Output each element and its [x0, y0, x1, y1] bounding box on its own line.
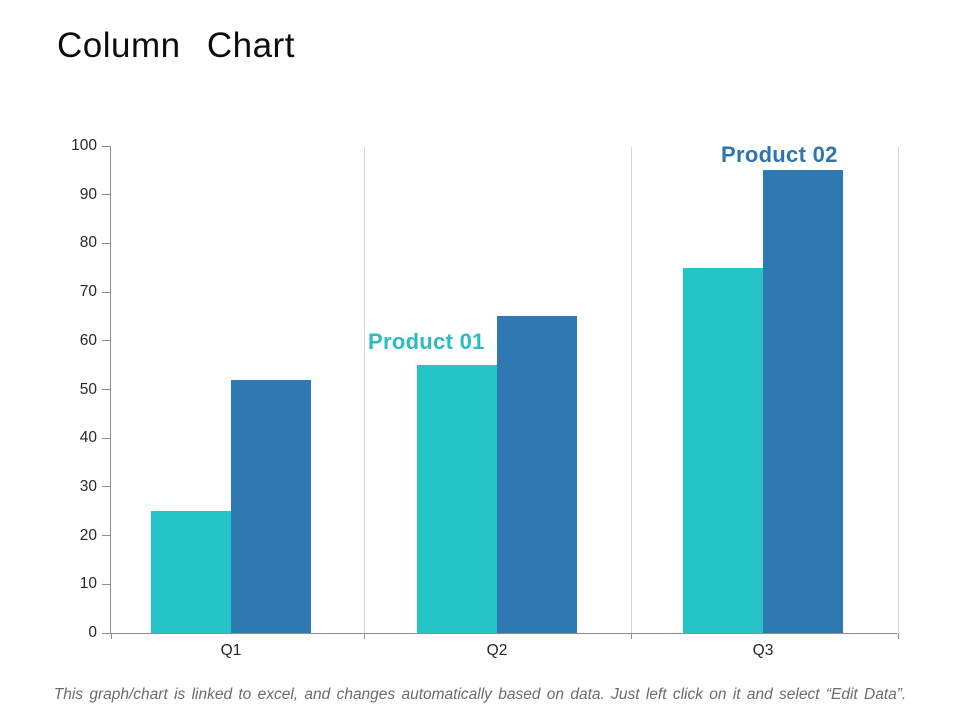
bar-product-01-q1 — [151, 511, 231, 633]
plot-area: 0 10 20 30 40 50 60 70 80 90 100 Q1 Q2 Q3 — [71, 137, 899, 659]
bar-product-02-q2 — [497, 316, 577, 633]
series-label-product-01: Product 01 — [368, 329, 485, 354]
caption: This graph/chart is linked to excel, and… — [53, 686, 907, 703]
y-axis-tick — [102, 535, 111, 537]
y-axis-tick-label: 50 — [79, 380, 97, 398]
x-axis-tick — [110, 633, 112, 639]
category-separator-line — [897, 147, 899, 634]
series-label-product-02: Product 02 — [721, 142, 838, 167]
bar-product-01-q2 — [417, 365, 497, 633]
page-title: Column Chart — [57, 26, 295, 65]
y-axis-tick-label: 90 — [79, 185, 97, 203]
x-axis-tick — [363, 633, 365, 639]
x-axis-category-label: Q3 — [752, 642, 774, 659]
x-axis-category-label: Q2 — [486, 642, 508, 659]
bar-product-01-q3 — [683, 267, 763, 633]
y-axis-tick-label: 60 — [79, 331, 97, 349]
chart-area[interactable]: 0 10 20 30 40 50 60 70 80 90 100 Q1 Q2 Q3 Product 01 … — [60, 115, 920, 680]
y-axis-tick — [102, 340, 111, 342]
y-axis-tick-label: 30 — [79, 477, 97, 495]
y-axis-tick-label: 40 — [79, 429, 97, 447]
y-axis-tick-label: 10 — [79, 575, 97, 593]
y-axis-tick — [102, 486, 111, 488]
y-axis-tick — [102, 437, 111, 439]
bar-product-02-q1 — [231, 379, 311, 633]
y-axis-tick — [102, 145, 111, 147]
y-axis-tick-label: 0 — [88, 624, 97, 641]
y-axis-tick-label: 20 — [79, 526, 97, 544]
y-axis-tick — [102, 242, 111, 244]
x-axis-tick — [897, 633, 899, 639]
category-separator-line — [363, 147, 365, 634]
x-axis-category-label: Q1 — [220, 642, 242, 659]
x-axis-tick — [630, 633, 632, 639]
y-axis-tick-label: 100 — [71, 137, 97, 154]
y-axis-tick — [102, 583, 111, 585]
y-axis-tick-label: 80 — [79, 234, 97, 252]
y-axis-tick — [102, 389, 111, 390]
bar-product-02-q3 — [763, 170, 843, 633]
y-axis-tick — [102, 194, 111, 196]
y-axis-tick-label: 70 — [79, 283, 97, 301]
y-axis-tick — [102, 632, 111, 634]
category-separator-line — [630, 147, 632, 634]
y-axis-tick — [102, 291, 111, 293]
